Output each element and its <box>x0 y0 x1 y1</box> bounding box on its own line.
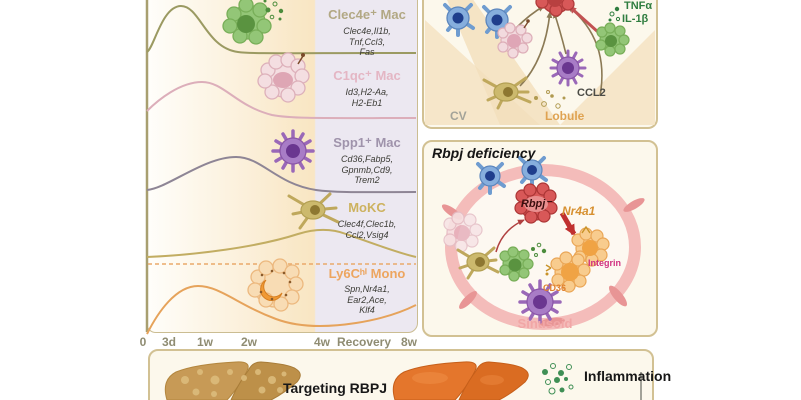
ccl2-label: CCL2 <box>577 87 606 99</box>
integrin-label: Integrin <box>588 258 621 268</box>
tick-recovery: Recovery <box>336 335 392 349</box>
tick-3d: 3d <box>161 335 177 349</box>
targeting-rbpj-panel <box>148 349 654 400</box>
rbpj-panel-title: Rbpj deficiency <box>432 145 536 161</box>
row-title-ly6c: Ly6Cʰⁱ Mono <box>328 266 406 281</box>
genes-c1qc-1: Id3,H2-Aa, <box>345 87 389 97</box>
row-title-clec4e: Clec4e⁺ Mac <box>328 7 406 22</box>
genes-ly6c-3: Klf4 <box>359 305 375 315</box>
lobule-label: Lobule <box>545 109 585 123</box>
genes-spp1-3: Trem2 <box>354 175 380 185</box>
cd36-label: CD36 <box>543 283 567 293</box>
rbpj-cell-label: Rbpj⁻ <box>520 198 552 210</box>
row-title-c1qc: C1qc⁺ Mac <box>333 68 401 83</box>
genes-ly6c-1: Spn,Nr4a1, <box>344 284 390 294</box>
tick-1w: 1w <box>196 335 214 349</box>
tick-0: 0 <box>139 335 147 349</box>
cv-label: CV <box>450 109 467 123</box>
genes-ly6c-2: Ear2,Ace, <box>347 294 387 305</box>
genes-mokc-1: Clec4f,Clec1b, <box>337 219 397 229</box>
tick-4w: 4w <box>313 335 331 349</box>
inflammation-label: Inflammation <box>584 368 672 384</box>
genes-mokc-2: Ccl2,Vsig4 <box>345 229 389 240</box>
il1b-label: IL-1β <box>622 13 649 25</box>
genes-clec4e-3: Fas <box>359 47 375 57</box>
tnfa-label: TNFα <box>624 0 653 12</box>
nr4a1-label: Nr4a1 <box>562 204 596 218</box>
row-title-spp1: Spp1⁺ Mac <box>333 135 401 150</box>
genes-spp1-1: Cd36,Fabp5, <box>340 154 394 164</box>
sinusoid-label: Sinusoid <box>517 316 573 331</box>
genes-clec4e-2: Tnf,Ccl3, <box>348 36 385 47</box>
targeting-rbpj-label: Targeting RBPJ <box>283 380 387 396</box>
genes-clec4e-1: Clec4e,Il1b, <box>343 26 391 36</box>
genes-spp1-2: Gpnmb,Cd9, <box>341 164 393 175</box>
tick-8w: 8w <box>400 335 418 349</box>
tick-2w: 2w <box>240 335 258 349</box>
rbpj-deficiency-panel <box>422 140 658 337</box>
genes-c1qc-2: H2-Eb1 <box>351 97 383 108</box>
row-title-mokc: MoKC <box>348 200 386 215</box>
